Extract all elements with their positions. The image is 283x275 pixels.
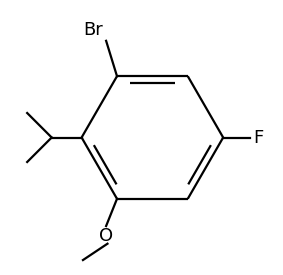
Text: O: O (99, 227, 113, 245)
Text: F: F (253, 128, 263, 147)
Text: Br: Br (84, 21, 103, 39)
